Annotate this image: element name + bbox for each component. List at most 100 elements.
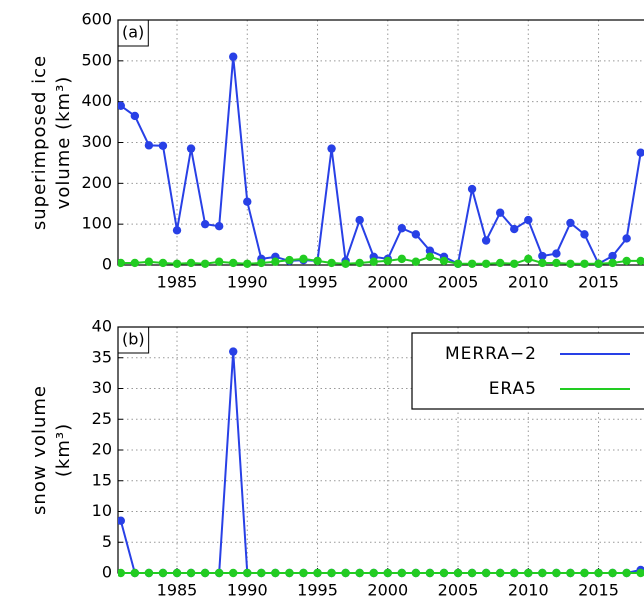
data-point (467, 568, 477, 578)
y-tick-label: 0 (102, 255, 112, 274)
data-point (271, 568, 280, 578)
data-point (383, 568, 392, 578)
y-tick-label: 35 (92, 347, 112, 366)
y-tick-label: 25 (92, 409, 112, 428)
data-point (566, 568, 575, 578)
series-line (120, 56, 642, 266)
plot-frame (117, 19, 644, 266)
data-point (327, 568, 336, 578)
panel: 0 100 200 300 400 500 600 1985 1990 1995 2000 2005 2… (29, 10, 644, 292)
data-point (608, 251, 617, 261)
data-point (453, 259, 463, 268)
data-point (608, 568, 617, 578)
data-point (299, 254, 308, 264)
panel: 0 5 10 15 20 25 30 35 40 1985 1990 1995 2000 2005 2010… (29, 317, 644, 600)
data-point (229, 568, 238, 578)
data-point (144, 568, 154, 578)
data-point (524, 254, 533, 264)
x-tick-label: 1995 (297, 581, 338, 600)
data-point (594, 568, 603, 578)
data-point (118, 516, 126, 525)
data-point (172, 226, 182, 235)
data-point (130, 111, 140, 121)
data-point (467, 259, 477, 268)
data-point (439, 568, 449, 578)
x-tick-label: 1990 (227, 273, 268, 292)
panel-label: (a) (122, 23, 144, 42)
y-tick-label: 500 (81, 50, 112, 69)
data-point (495, 208, 505, 217)
data-point (229, 347, 238, 356)
y-axis-label: snow volume (29, 385, 50, 515)
panel-label: (b) (122, 330, 145, 349)
data-point (538, 258, 547, 268)
data-point (425, 252, 435, 262)
data-point (214, 568, 224, 578)
data-point (495, 258, 505, 268)
data-point (299, 568, 308, 578)
data-point (524, 568, 533, 578)
data-point (172, 568, 182, 578)
y-tick-label: 0 (102, 563, 112, 582)
y-tick-label: 15 (92, 470, 112, 489)
data-point (313, 568, 322, 578)
data-point (257, 568, 266, 578)
data-point (158, 141, 168, 150)
y-tick-label: 10 (92, 501, 112, 520)
data-point (243, 568, 252, 578)
data-point (200, 568, 210, 578)
data-point (552, 258, 561, 268)
data-point (636, 148, 644, 157)
panel-label-box (117, 19, 149, 47)
series-group (118, 52, 644, 268)
data-point (622, 256, 631, 266)
data-point (158, 258, 168, 268)
data-point (453, 568, 463, 578)
data-point (327, 144, 336, 153)
data-point (243, 259, 252, 268)
data-point (636, 256, 644, 266)
data-point (186, 568, 196, 578)
y-tick-label: 400 (81, 91, 112, 110)
data-point (552, 568, 561, 578)
data-point (214, 222, 224, 231)
legend: MERRA−2 ERA5 (411, 332, 644, 410)
data-point (411, 230, 421, 239)
data-point (186, 144, 196, 153)
data-point (355, 258, 364, 268)
data-point (510, 568, 519, 578)
data-point (510, 259, 519, 268)
x-tick-label: 2010 (508, 273, 549, 292)
y-tick-label: 5 (102, 532, 112, 551)
data-point (566, 218, 575, 228)
data-point (355, 215, 364, 225)
data-point (411, 257, 421, 266)
panel-label-box (117, 326, 150, 354)
y-axis-label: (km³) (53, 423, 74, 477)
data-point (144, 257, 154, 266)
data-point (425, 246, 435, 255)
x-tick-label: 2005 (438, 581, 479, 600)
data-point (622, 568, 631, 578)
data-point (524, 215, 533, 225)
data-point (425, 568, 435, 578)
data-point (118, 101, 126, 110)
x-tick-label: 1990 (227, 581, 268, 600)
data-point (214, 257, 224, 266)
data-point (580, 259, 589, 268)
data-point (172, 259, 182, 268)
data-point (397, 224, 407, 233)
data-point (580, 230, 589, 239)
data-point (327, 258, 336, 268)
data-point (510, 224, 519, 234)
data-point (229, 258, 238, 268)
data-point (130, 258, 140, 268)
legend-box (411, 332, 644, 410)
data-point (467, 184, 477, 194)
data-point (411, 568, 421, 578)
x-tick-label: 2015 (578, 581, 619, 600)
data-point (341, 259, 350, 268)
legend-label: ERA5 (489, 379, 537, 399)
y-tick-label: 30 (92, 378, 112, 397)
data-point (285, 255, 294, 265)
